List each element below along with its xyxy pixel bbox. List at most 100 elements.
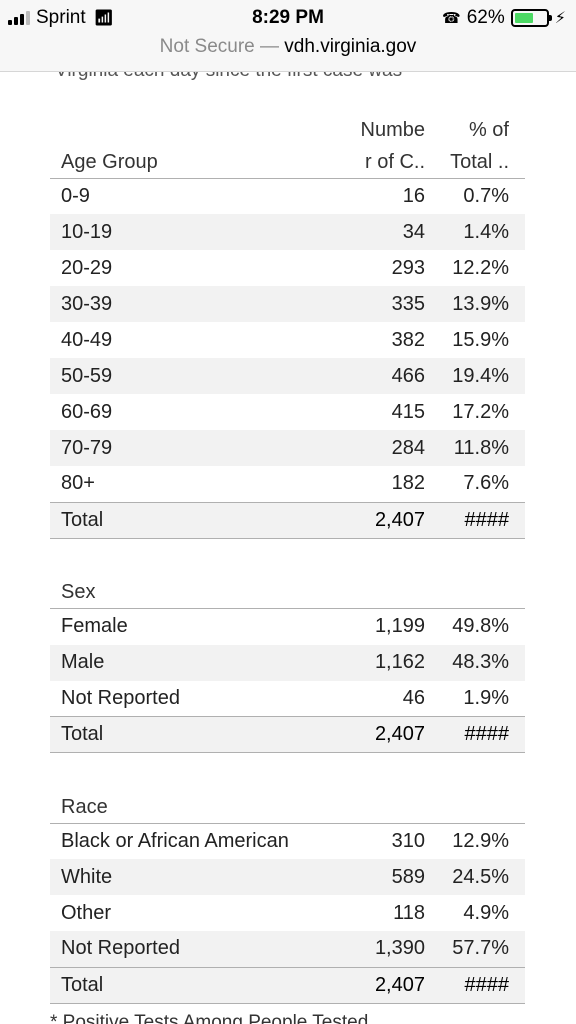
row-count: 118 xyxy=(393,901,425,924)
age-group-table: Age Group Numbe r of C.. % of Total .. 0… xyxy=(50,110,525,539)
row-count: 34 xyxy=(355,214,430,250)
row-percent: 11.8% xyxy=(430,430,525,466)
row-count: 310 xyxy=(391,829,425,852)
row-label: White xyxy=(50,859,355,895)
row-label: 10-19 xyxy=(50,214,355,250)
signal-strength-icon xyxy=(8,11,30,25)
table-row: 10-19 34 1.4% xyxy=(50,214,525,250)
table-row: 30-39 335 13.9% xyxy=(50,286,525,322)
row-percent: 57.7% xyxy=(430,931,525,967)
row-count: 1,162 xyxy=(355,644,430,681)
row-count: 382 xyxy=(391,328,425,351)
row-label: Total xyxy=(50,716,355,753)
row-percent: 4.9% xyxy=(463,901,509,924)
row-label: 20-29 xyxy=(61,256,113,279)
url-domain: vdh.virginia.gov xyxy=(284,36,417,57)
charging-bolt-icon: ⚡︎ xyxy=(554,10,566,27)
table-row: Female 1,199 49.8% xyxy=(50,609,525,645)
sex-table: Sex Female 1,199 49.8% Male 1,162 48.3% Not Re… xyxy=(50,578,525,753)
table-row: Other 118 4.9% xyxy=(50,895,525,931)
empty-header-cell xyxy=(430,793,525,824)
race-table: Race Black or African American 310 12.9% Wh… xyxy=(50,793,525,1004)
carrier: Sprint 📶︎ xyxy=(8,7,114,29)
row-percent: 19.4% xyxy=(430,358,525,394)
row-label: Not Reported xyxy=(61,686,180,709)
percent-header-line2: Total .. xyxy=(450,150,509,173)
total-row: Total 2,407 #### xyxy=(50,716,525,753)
table-row: Black or African American 310 12.9% xyxy=(50,823,525,859)
browser-header: Sprint 📶︎ 8:29 PM ☎︎ 62% ⚡︎ Not Secure —… xyxy=(0,0,576,72)
row-percent: 1.9% xyxy=(463,686,509,709)
table-row: White 589 24.5% xyxy=(50,859,525,895)
row-count: 1,390 xyxy=(355,931,430,967)
row-label: Total xyxy=(50,966,355,1004)
row-count: 2,407 xyxy=(355,501,430,539)
row-percent: 48.3% xyxy=(430,644,525,681)
row-label: 70-79 xyxy=(50,430,355,466)
footnote: * Positive Tests Among People Tested xyxy=(50,1012,369,1024)
battery-percent: 62% xyxy=(466,7,505,28)
table-row: Not Reported 46 1.9% xyxy=(50,681,525,717)
row-percent: 15.9% xyxy=(452,328,509,351)
sex-header: Sex xyxy=(50,578,355,609)
table-row: 40-49 382 15.9% xyxy=(50,322,525,358)
row-label: Total xyxy=(50,501,355,539)
count-header-line1: Numbe xyxy=(360,118,425,141)
row-count: 46 xyxy=(402,686,425,709)
row-percent: 24.5% xyxy=(430,859,525,895)
row-percent: 0.7% xyxy=(463,184,509,207)
row-count: 182 xyxy=(391,472,425,495)
alarm-icon: ☎︎ xyxy=(442,10,461,27)
table-row: 80+ 182 7.6% xyxy=(50,466,525,502)
table-row: 60-69 415 17.2% xyxy=(50,394,525,430)
row-percent: #### xyxy=(430,966,525,1004)
address-bar[interactable]: Not Secure — vdh.virginia.gov xyxy=(0,36,576,58)
row-count: 2,407 xyxy=(355,716,430,753)
table-row: 70-79 284 11.8% xyxy=(50,430,525,466)
row-label: 40-49 xyxy=(61,328,113,351)
race-header: Race xyxy=(50,793,355,824)
table-header: Race xyxy=(50,793,525,824)
row-count: 335 xyxy=(355,286,430,322)
row-count: 284 xyxy=(355,430,430,466)
row-percent: 12.9% xyxy=(452,829,509,852)
empty-header-cell xyxy=(430,578,525,609)
row-percent: #### xyxy=(430,716,525,753)
total-row: Total 2,407 #### xyxy=(50,966,525,1004)
row-label: Black or African American xyxy=(61,829,289,852)
row-percent: 49.8% xyxy=(452,615,509,638)
row-label: 60-69 xyxy=(61,400,113,423)
row-percent: 12.2% xyxy=(452,256,509,279)
wifi-icon: 📶︎ xyxy=(93,10,114,27)
count-header-line2: r of C.. xyxy=(364,150,425,173)
row-count: 293 xyxy=(391,256,425,279)
row-label: Male xyxy=(50,644,355,681)
empty-header-cell xyxy=(355,578,430,609)
row-count: 589 xyxy=(355,859,430,895)
row-percent: 17.2% xyxy=(452,400,509,423)
row-label: 50-59 xyxy=(50,358,355,394)
row-count: 466 xyxy=(355,358,430,394)
row-count: 415 xyxy=(391,400,425,423)
status-time: 8:29 PM xyxy=(252,7,324,28)
row-label: 0-9 xyxy=(61,184,90,207)
table-header: Age Group Numbe r of C.. % of Total .. xyxy=(50,110,525,179)
row-label: Female xyxy=(61,615,128,638)
demographics-tables: Age Group Numbe r of C.. % of Total .. 0… xyxy=(50,110,525,1004)
row-percent: #### xyxy=(430,501,525,539)
percent-header: % of Total .. xyxy=(430,110,525,179)
row-count: 16 xyxy=(402,184,425,207)
table-row: Male 1,162 48.3% xyxy=(50,644,525,681)
row-label: Not Reported xyxy=(50,931,355,967)
table-header: Sex xyxy=(50,578,525,609)
percent-header-line1: % of xyxy=(468,118,509,141)
total-row: Total 2,407 #### xyxy=(50,501,525,539)
security-label: Not Secure xyxy=(159,36,255,57)
table-row: 20-29 293 12.2% xyxy=(50,250,525,286)
row-label: Other xyxy=(61,901,112,924)
count-header: Numbe r of C.. xyxy=(355,110,430,179)
row-count: 2,407 xyxy=(355,966,430,1004)
table-row: 50-59 466 19.4% xyxy=(50,358,525,394)
age-group-header: Age Group xyxy=(50,110,355,179)
table-row: Not Reported 1,390 57.7% xyxy=(50,931,525,967)
